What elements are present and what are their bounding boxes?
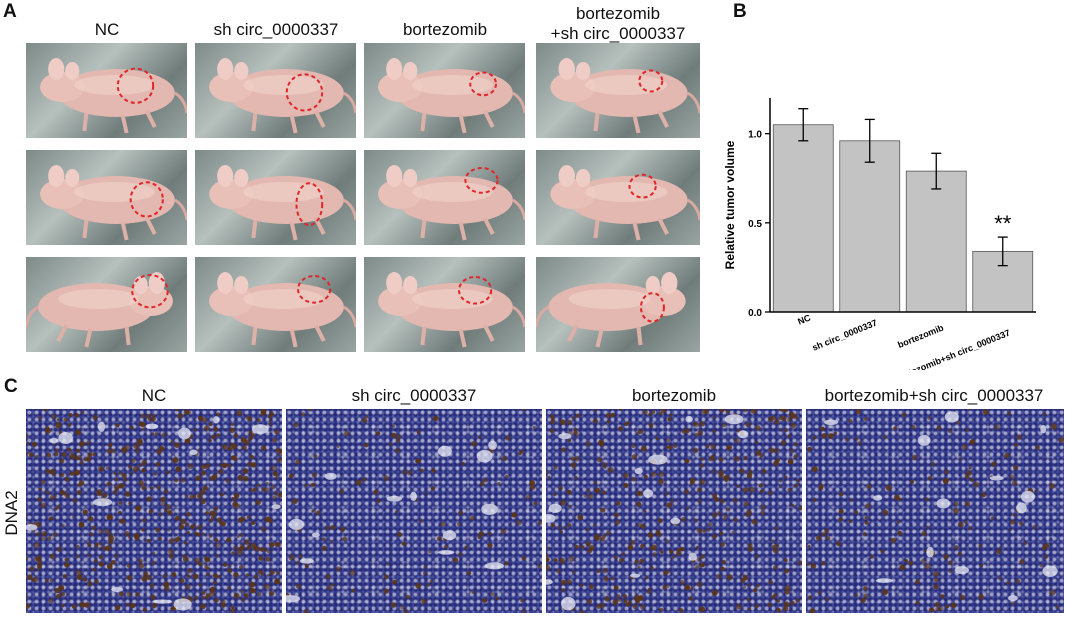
y-ticks: 0.0 0.5 1.0 [748, 130, 770, 319]
ihc-image-sh-circ [286, 409, 542, 613]
mouse-photo [536, 43, 700, 138]
mouse-photo [195, 150, 356, 245]
y-axis-label: Relative tumor volume [723, 140, 737, 269]
mouse-photo [195, 43, 356, 138]
x-tick-label: bortezomib [896, 322, 945, 350]
ihc-image-bortezomib [546, 409, 802, 613]
a-column-sh-circ: sh circ_0000337 [213, 20, 339, 39]
panel-c-label: C [4, 376, 18, 397]
panel-a-label: A [3, 1, 17, 22]
mouse-photo [26, 257, 187, 352]
significance-label: ** [994, 211, 1012, 236]
y-tick-label: 1.0 [748, 130, 762, 141]
mouse-photo [536, 257, 700, 352]
ihc-image-combination [806, 409, 1064, 613]
mouse-photo [195, 257, 356, 352]
a-column-bortezomib: bortezomib [402, 20, 488, 39]
bar-0 [772, 124, 834, 313]
mouse-photo [536, 150, 700, 245]
chart-bars: ** [772, 108, 1034, 313]
y-tick-label: 0.0 [748, 308, 762, 319]
error-bar-3 [997, 236, 1008, 267]
panel-b-label: B [733, 1, 747, 22]
bar-2 [905, 170, 967, 313]
x-tick-label: NC [796, 312, 812, 326]
ihc-row-label: DNA2 [2, 490, 21, 536]
y-tick-label: 0.5 [748, 219, 762, 230]
error-bar-0 [798, 108, 809, 142]
bar-1 [839, 140, 901, 313]
c-column-combination: bortezomib+sh circ_0000337 [824, 386, 1044, 405]
mouse-photo [364, 150, 525, 245]
ihc-image-nc [26, 409, 282, 613]
c-column-bortezomib: bortezomib [631, 386, 717, 405]
x-tick-label: sh circ_0000337 [811, 318, 879, 353]
a-column-nc: NC [94, 20, 120, 39]
mouse-photo [364, 257, 525, 352]
a-column-combination: bortezomib +sh circ_0000337 [550, 4, 686, 43]
mouse-photo [26, 150, 187, 245]
c-column-nc: NC [141, 386, 167, 405]
mouse-photo [364, 43, 525, 138]
error-bar-1 [864, 118, 875, 163]
mouse-photo [26, 43, 187, 138]
c-column-sh-circ: sh circ_0000337 [351, 386, 477, 405]
error-bar-2 [931, 152, 942, 190]
